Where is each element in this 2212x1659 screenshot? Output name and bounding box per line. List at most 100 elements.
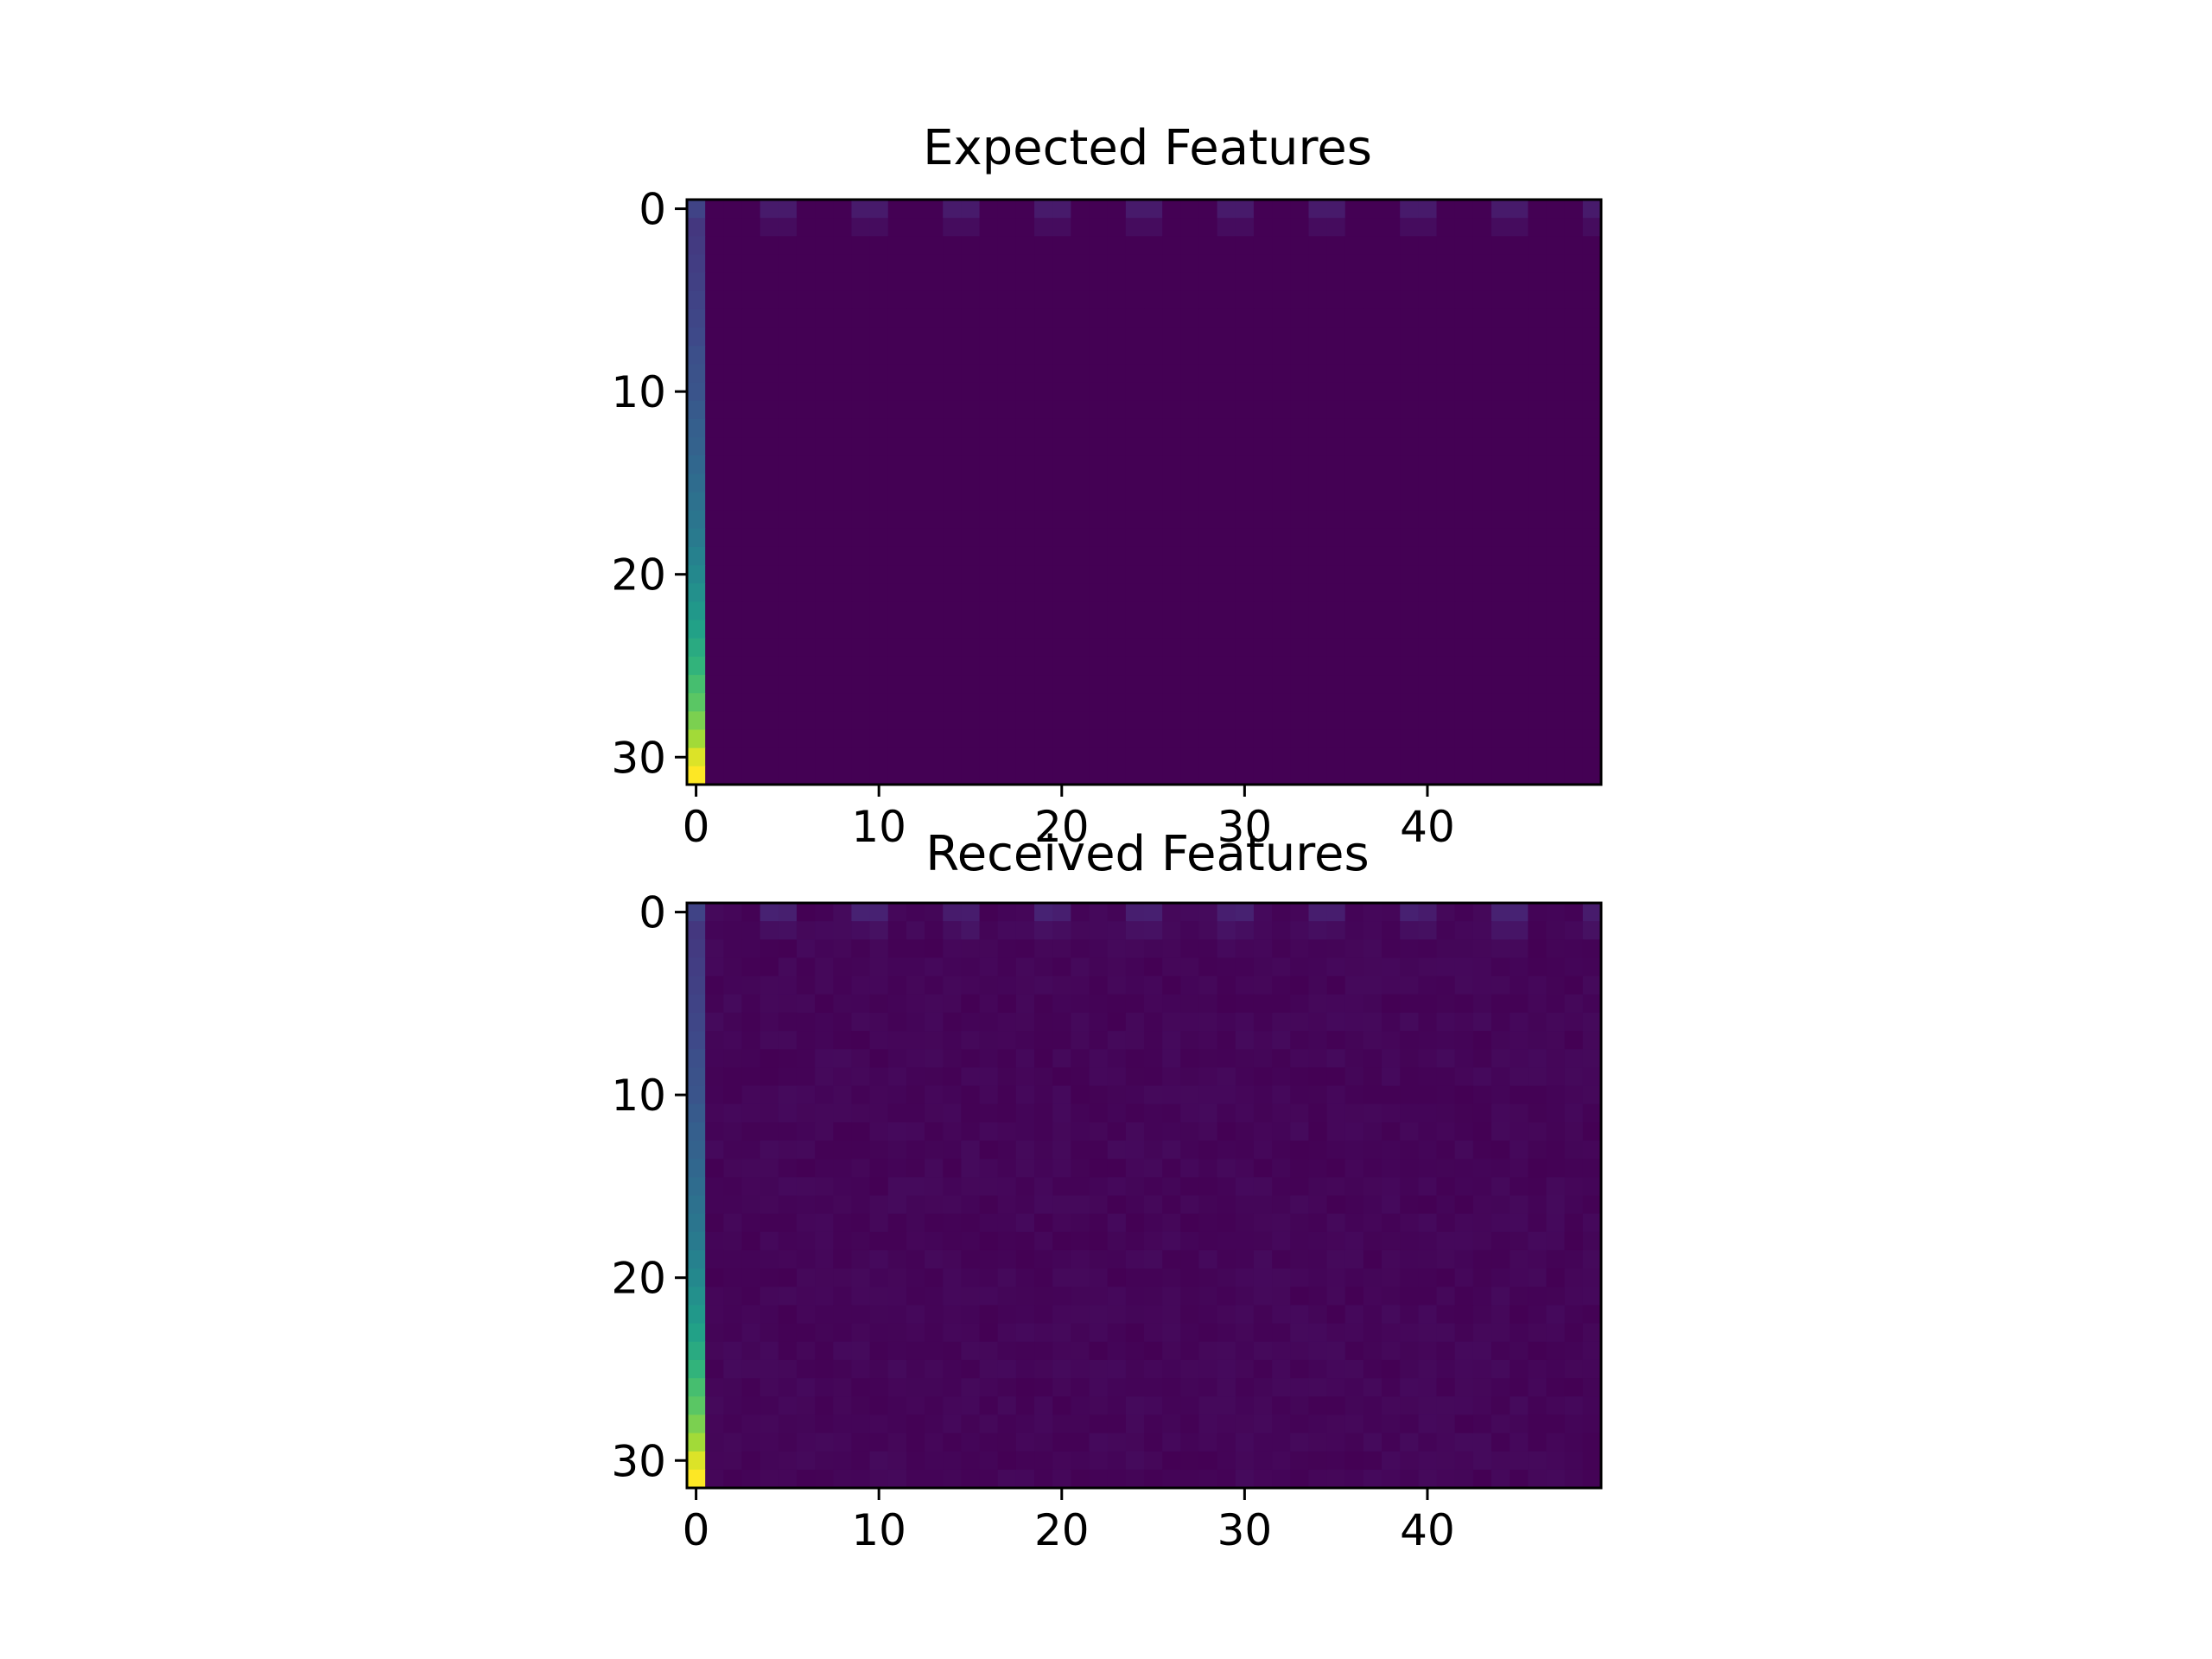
received-features-cell [1418,1231,1438,1251]
expected-features-cell [1015,418,1035,438]
expected-features-cell [1363,492,1382,512]
expected-features-cell [943,236,962,256]
expected-features-cell [1582,200,1602,219]
received-features-cell [1363,1433,1382,1452]
expected-features-cell [906,382,925,402]
received-features-cell [1344,939,1364,959]
received-features-cell [1272,903,1291,922]
expected-features-cell [1071,729,1090,749]
received-features-cell [1308,1141,1328,1160]
received-features-cell [1107,1414,1127,1434]
expected-features-cell [687,510,706,530]
expected-features-cell [778,510,798,530]
received-features-cell [1144,1103,1163,1123]
received-features-cell [851,1177,871,1197]
expected-features-cell [687,546,706,566]
expected-features-cell [1217,218,1236,237]
expected-features-cell [1382,200,1401,219]
received-features-cell [1052,1141,1071,1160]
received-features-cell [1382,1159,1401,1178]
expected-features-cell [796,766,816,785]
received-features-cell [723,1287,743,1306]
received-features-cell [997,1305,1017,1325]
expected-features-cell [1253,236,1273,256]
received-features-cell [943,1359,962,1379]
received-features-cell [1564,1341,1584,1361]
expected-features-cell [1235,565,1255,584]
expected-features-cell [815,455,834,474]
received-features-cell [1034,1414,1053,1434]
received-features-cell [1454,976,1474,995]
received-features-cell [1382,1085,1401,1105]
received-features-cell [1344,1323,1364,1343]
received-features-cell [979,921,999,940]
received-features-cell [1125,976,1145,995]
received-features-cell [1089,921,1109,940]
expected-features-cell [1454,382,1474,402]
received-features-cell [1253,1359,1273,1379]
expected-features-cell [1326,327,1346,346]
received-features-cell [815,976,834,995]
expected-features-cell [833,236,853,256]
received-features-cell [1382,1396,1401,1415]
received-features-cell [1015,1268,1035,1287]
expected-features-cell [1089,272,1109,292]
received-features-x-tick-label: 40 [1400,1505,1455,1555]
expected-features-cell [887,200,907,219]
received-features-cell [1491,1031,1510,1050]
expected-features-cell [1418,492,1438,512]
received-features-cell [1472,994,1492,1014]
expected-features-cell [687,254,706,274]
received-features-cell [1015,1103,1035,1123]
expected-features-cell [1235,766,1255,785]
received-features-cell [1400,1103,1419,1123]
received-features-cell [1290,1249,1310,1269]
expected-features-cell [1235,327,1255,346]
expected-features-cell [1382,272,1401,292]
expected-features-cell [1034,528,1053,548]
expected-features-cell [833,327,853,346]
received-features-cell [1528,1231,1548,1251]
received-features-cell [1454,1287,1474,1306]
expected-features-cell [1253,437,1273,456]
expected-features-cell [1344,418,1364,438]
expected-features-cell [1528,474,1548,493]
expected-features-cell [979,382,999,402]
expected-features-cell [815,492,834,512]
expected-features-cell [1071,656,1090,676]
expected-features-cell [1107,711,1127,731]
received-features-cell [1144,1067,1163,1087]
received-features-cell [1546,1085,1566,1105]
expected-features-cell [1235,656,1255,676]
received-features-cell [1510,1012,1529,1032]
received-features-cell [796,1012,816,1032]
expected-features-cell [796,620,816,639]
expected-features-cell [943,766,962,785]
expected-features-cell [1418,601,1438,621]
received-features-cell [833,1433,853,1452]
received-features-cell [979,1249,999,1269]
received-features-cell [1582,1141,1602,1160]
expected-features-cell [1546,528,1566,548]
expected-features-cell [723,474,743,493]
expected-features-cell [1363,675,1382,694]
received-features-cell [1217,1231,1236,1251]
received-features-cell [906,976,925,995]
received-features-cell [1582,1231,1602,1251]
received-features-cell [1034,903,1053,922]
received-features-cell [1400,1231,1419,1251]
received-features-cell [1564,1103,1584,1123]
expected-features-cell [906,200,925,219]
received-features-cell [851,903,871,922]
received-features-cell [869,1141,889,1160]
expected-features-cell [1418,729,1438,749]
expected-features-cell [1144,418,1163,438]
expected-features-cell [1491,620,1510,639]
received-features-cell [1418,1359,1438,1379]
received-features-cell [1418,994,1438,1014]
received-features-cell [1308,1396,1328,1415]
expected-features-cell [815,200,834,219]
expected-features-cell [906,528,925,548]
expected-features-cell [1382,729,1401,749]
expected-features-cell [851,382,871,402]
